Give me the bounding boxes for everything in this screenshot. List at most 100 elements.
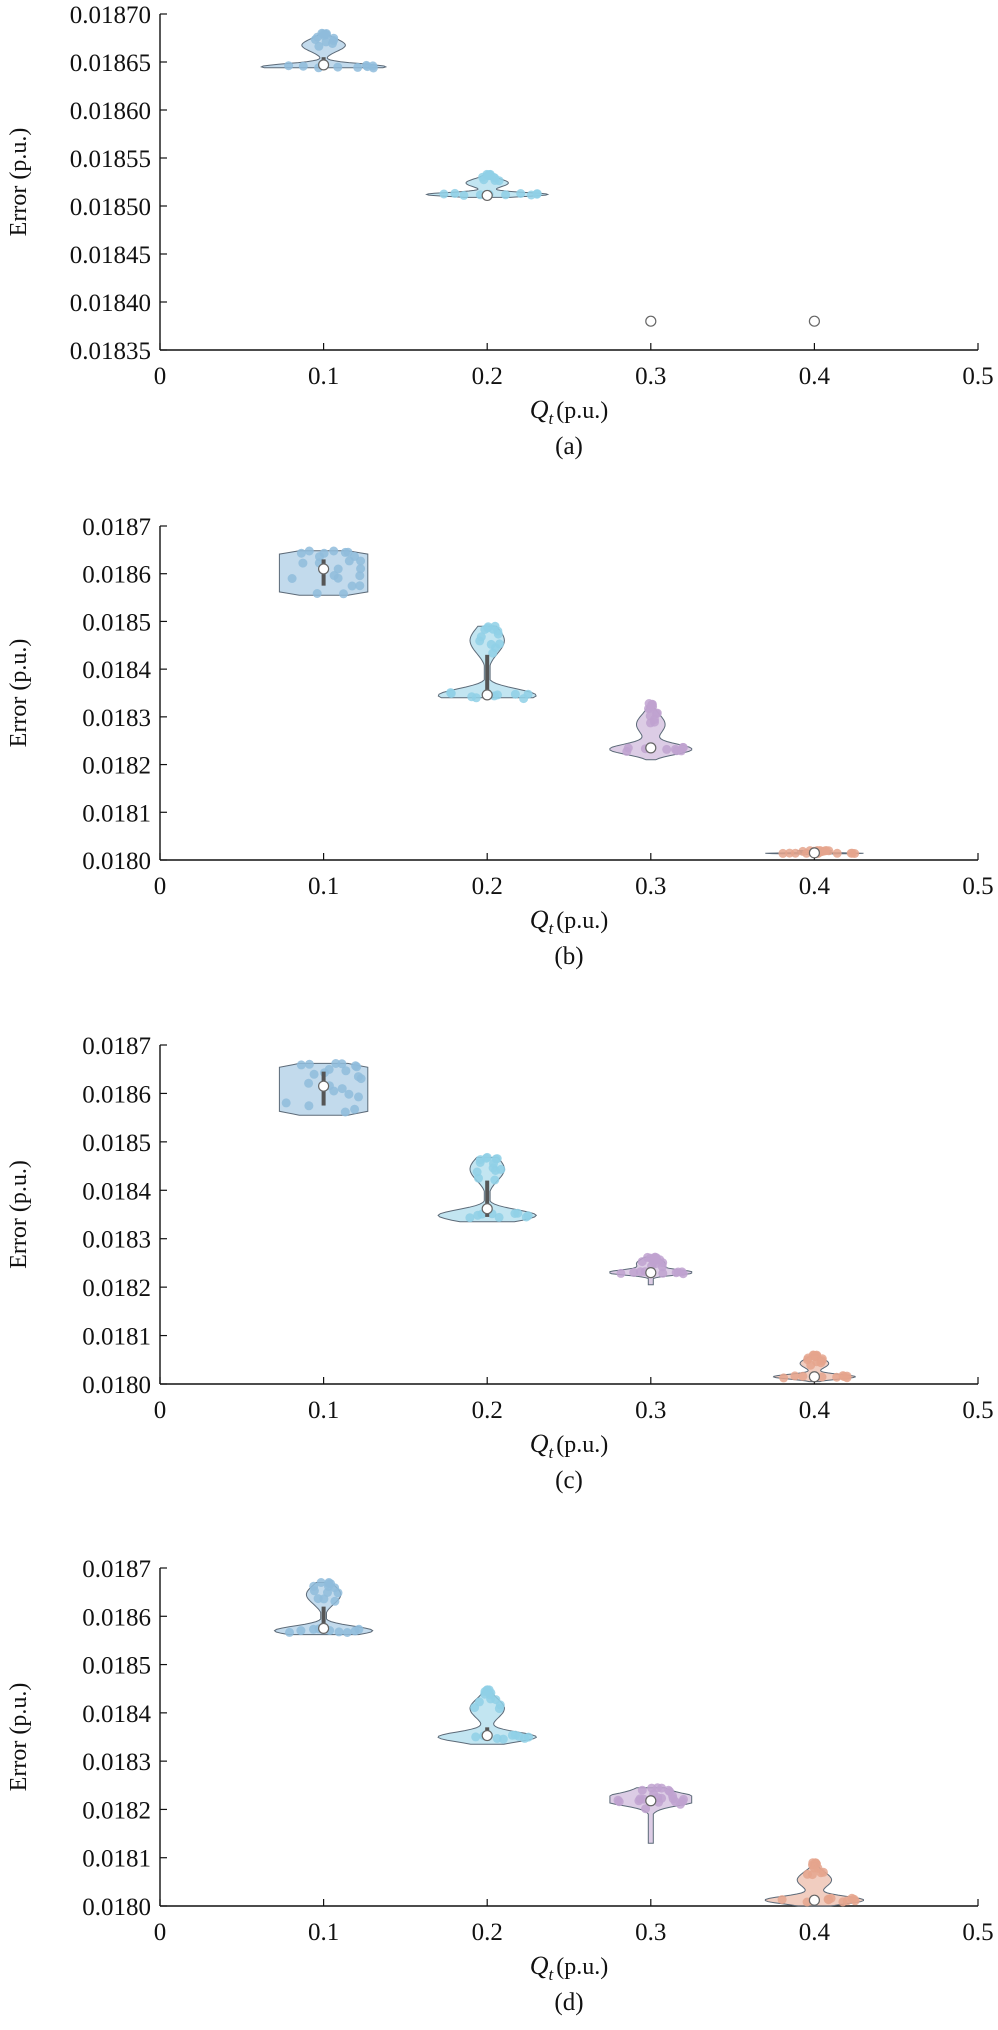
- violin-point: [446, 688, 456, 698]
- violin-point: [641, 1804, 651, 1814]
- median-marker: [481, 1203, 493, 1215]
- violin-point: [496, 1164, 506, 1174]
- violin-point: [494, 1212, 504, 1222]
- violin-point: [507, 1730, 517, 1740]
- violin-point: [476, 632, 486, 642]
- median-marker: [481, 189, 493, 202]
- violin-point: [342, 1628, 352, 1637]
- violin-point: [368, 61, 378, 71]
- violin-point: [847, 848, 857, 858]
- x-tick-label: 0.4: [799, 1919, 831, 1946]
- violin-point: [310, 35, 320, 44]
- x-axis-unit: (p.u.): [556, 1954, 608, 1980]
- violin-point: [356, 556, 366, 566]
- violin-3: [764, 1858, 865, 1907]
- x-tick-label: 0.1: [308, 1919, 339, 1946]
- violin-point: [832, 848, 842, 858]
- y-tick-label: 0.01835: [70, 338, 151, 365]
- violin-point: [790, 1371, 800, 1381]
- x-tick-label: 0.3: [635, 1397, 666, 1424]
- y-tick-label: 0.0187: [82, 1556, 151, 1583]
- violin-0: [273, 1578, 374, 1637]
- y-tick-label: 0.0183: [82, 705, 151, 732]
- violin-point: [491, 1695, 501, 1705]
- y-axis-label: Error (p.u.): [6, 128, 32, 237]
- x-tick-label: 0.4: [799, 363, 831, 390]
- median-marker: [645, 1795, 657, 1807]
- violin-point: [329, 571, 339, 580]
- violin-1: [437, 1152, 538, 1223]
- violin-point: [298, 558, 308, 568]
- violin-point: [492, 1734, 502, 1743]
- median-marker: [645, 1267, 657, 1279]
- violin-point: [312, 589, 322, 598]
- x-axis-label: Qt (p.u.): [530, 1429, 609, 1462]
- violin-2: [609, 1252, 693, 1286]
- median-marker: [318, 59, 330, 71]
- panel-c: 0.0180 0.0181 0.0182 0.0183 0.0184 0.0185 0.01…: [6, 1033, 994, 1494]
- violin-point: [817, 1372, 827, 1382]
- panel-b: 0.0180 0.0181 0.0182 0.0183 0.0184 0.0185 0.01…: [6, 514, 994, 970]
- x-axis-label: Qt (p.u.): [530, 1951, 609, 1984]
- violin-point: [355, 571, 365, 581]
- y-tick-label: 0.0184: [82, 657, 151, 684]
- violin-3: [808, 315, 821, 327]
- violin-0: [278, 1059, 369, 1117]
- violin-point: [324, 1578, 334, 1587]
- violin-point: [309, 1586, 319, 1596]
- violin-point: [802, 1869, 812, 1879]
- violin-point: [296, 1626, 306, 1636]
- violin-point: [350, 1626, 360, 1636]
- x-tick-label: 0.5: [962, 363, 993, 390]
- violin-point: [333, 62, 343, 72]
- violin-0: [260, 28, 388, 73]
- violin-point: [798, 846, 808, 856]
- x-tick-label: 0.3: [635, 1919, 666, 1946]
- y-tick-label: 0.0187: [82, 1033, 151, 1060]
- violin-point: [629, 1268, 639, 1277]
- violin-point: [803, 1355, 813, 1365]
- y-tick-label: 0.01850: [70, 194, 151, 221]
- x-axis-symbol: Q: [530, 905, 549, 934]
- violin-1: [437, 621, 537, 704]
- violin-point: [521, 1212, 531, 1222]
- violin-1: [437, 1685, 537, 1745]
- violin-point: [330, 1583, 340, 1593]
- median-marker: [645, 315, 657, 327]
- violin-point: [665, 1787, 675, 1796]
- violin-point: [343, 547, 353, 557]
- violin-point: [832, 1372, 842, 1382]
- violin-point: [470, 1703, 480, 1713]
- x-tick-label: 0.1: [308, 873, 339, 900]
- x-axis-unit: (p.u.): [556, 908, 608, 934]
- x-tick-label: 0.5: [962, 873, 993, 900]
- violin-point: [339, 589, 348, 599]
- y-tick-label: 0.0181: [82, 1324, 151, 1351]
- violin-point: [790, 848, 800, 858]
- x-axis-unit: (p.u.): [556, 398, 608, 424]
- panel-caption: (a): [555, 433, 583, 460]
- violin-point: [355, 581, 365, 591]
- violin-point: [344, 556, 354, 566]
- violin-point: [314, 41, 324, 51]
- panel-caption: (b): [554, 943, 583, 970]
- violin-point: [337, 1084, 347, 1094]
- violin-2: [609, 699, 693, 761]
- y-tick-label: 0.0183: [82, 1227, 151, 1254]
- violin-point: [842, 1371, 852, 1381]
- violin-point: [490, 173, 500, 183]
- x-axis-subscript: t: [549, 409, 555, 428]
- y-tick-label: 0.01855: [70, 146, 151, 173]
- violin-point: [677, 1267, 687, 1277]
- violin-point: [637, 1257, 647, 1267]
- y-tick-label: 0.0186: [82, 1081, 151, 1108]
- violin-3: [765, 846, 864, 859]
- x-tick-label: 0.2: [472, 1397, 503, 1424]
- violin-point: [347, 581, 357, 591]
- violin-point: [467, 692, 477, 702]
- median-marker: [808, 847, 821, 859]
- violin-point: [304, 1101, 314, 1111]
- panel-caption: (d): [554, 1989, 583, 2016]
- x-tick-label: 0.1: [308, 363, 339, 390]
- violin-point: [285, 1627, 294, 1637]
